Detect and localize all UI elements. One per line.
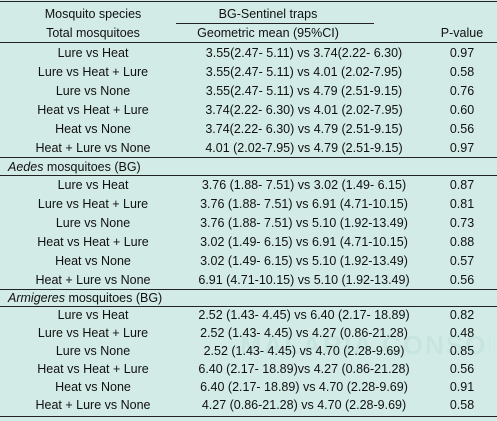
comparison-cell: Lure vs Heat: [57, 308, 129, 322]
section-title-suffix: mosquitoes (BG): [43, 160, 141, 174]
geometric-mean-cell: 3.02 (1.49- 6.15) vs 6.91 (4.71-10.15): [200, 235, 408, 249]
geometric-mean-cell: 3.76 (1.88- 7.51) vs 3.02 (1.49- 6.15): [201, 178, 407, 192]
comparison-cell: Heat vs Heat + Lure: [37, 103, 149, 117]
pvalue-cell: 0.88: [449, 235, 475, 249]
pvalue-cell: 0.97: [449, 46, 475, 60]
comparison-cell: Heat vs None: [55, 254, 131, 268]
pvalue-cell: 0.91: [449, 380, 475, 394]
comparison-cell: Heat vs None: [55, 380, 131, 394]
top-rule: [0, 1, 497, 2]
comparison-cell: Heat vs None: [55, 122, 131, 136]
header-total: Total mosquitoes: [46, 26, 140, 40]
header-bottom-rule: [0, 42, 497, 43]
comparison-cell: Lure vs Heat: [57, 178, 129, 192]
geometric-mean-cell: 3.74(2.22- 6.30) vs 4.01 (2.02-7.95): [205, 103, 403, 117]
pvalue-cell: 0.60: [449, 103, 475, 117]
section-title-suffix: mosquitoes (BG): [64, 291, 163, 305]
comparison-cell: Lure vs Heat + Lure: [37, 197, 149, 211]
header-pvalue: P-value: [440, 26, 484, 40]
comparison-cell: Heat + Lure vs None: [35, 141, 151, 155]
header-geometric-mean: Geometric mean (95%CI): [197, 26, 339, 40]
comparison-cell: Heat vs Heat + Lure: [37, 235, 149, 249]
section-rule: [0, 306, 497, 307]
comparison-cell: Lure vs None: [55, 216, 131, 230]
geometric-mean-cell: 3.02 (1.49- 6.15) vs 5.10 (1.92-13.49): [200, 254, 408, 268]
section-title: Armigeres mosquitoes (BG): [8, 290, 162, 306]
comparison-cell: Heat vs Heat + Lure: [37, 362, 149, 376]
geometric-mean-cell: 6.40 (2.17- 18.89) vs 4.70 (2.28-9.69): [200, 380, 408, 394]
comparison-cell: Lure vs Heat: [57, 46, 129, 60]
comparison-cell: Lure vs Heat + Lure: [37, 65, 149, 79]
geometric-mean-cell: 4.01 (2.02-7.95) vs 4.79 (2.51-9.15): [205, 141, 403, 155]
section-rule: [0, 289, 497, 290]
header-species: Mosquito species: [44, 7, 142, 21]
pvalue-cell: 0.73: [449, 216, 475, 230]
pvalue-cell: 0.76: [449, 84, 475, 98]
geometric-mean-cell: 6.40 (2.17- 18.89)vs 4.27 (0.86-21.28): [198, 362, 410, 376]
header-trap-type: BG-Sentinel traps: [218, 7, 318, 21]
pvalue-cell: 0.57: [449, 254, 475, 268]
pvalue-cell: 0.81: [449, 197, 475, 211]
geometric-mean-cell: 3.55(2.47- 5.11) vs 3.74(2.22- 6.30): [205, 46, 403, 60]
pvalue-cell: 0.97: [449, 141, 475, 155]
pvalue-cell: 0.58: [449, 65, 475, 79]
geometric-mean-cell: 3.55(2.47- 5.11) vs 4.01 (2.02-7.95): [205, 65, 403, 79]
species-name: Armigeres: [8, 291, 65, 305]
section-title: Aedes mosquitoes (BG): [8, 159, 141, 175]
comparison-cell: Lure vs None: [55, 344, 131, 358]
geometric-mean-cell: 3.55(2.47- 5.11) vs 4.79 (2.51-9.15): [205, 84, 403, 98]
pvalue-cell: 0.82: [449, 308, 475, 322]
geometric-mean-cell: 3.76 (1.88- 7.51) vs 6.91 (4.71-10.15): [200, 197, 408, 211]
comparison-cell: Lure vs Heat + Lure: [37, 326, 149, 340]
geometric-mean-cell: 6.91 (4.71-10.15) vs 5.10 (1.92-13.49): [198, 273, 410, 287]
bottom-rule: [0, 416, 497, 417]
pvalue-cell: 0.56: [449, 122, 475, 136]
geometric-mean-cell: 4.27 (0.86-21.28) vs 4.70 (2.28-9.69): [201, 398, 407, 412]
geometric-mean-cell: 2.52 (1.43- 4.45) vs 4.27 (0.86-21.28): [200, 326, 408, 340]
pvalue-cell: 0.58: [449, 398, 475, 412]
comparison-cell: Lure vs None: [55, 84, 131, 98]
comparison-cell: Heat + Lure vs None: [35, 398, 151, 412]
pvalue-cell: 0.56: [449, 362, 475, 376]
section-rule: [0, 157, 497, 158]
pvalue-cell: 0.56: [449, 273, 475, 287]
section-rule: [0, 175, 497, 176]
geometric-mean-cell: 2.52 (1.43- 4.45) vs 6.40 (2.17- 18.89): [198, 308, 410, 322]
pvalue-cell: 0.87: [449, 178, 475, 192]
pvalue-cell: 0.85: [449, 344, 475, 358]
header-subrule: [176, 23, 374, 24]
geometric-mean-cell: 3.74(2.22- 6.30) vs 4.79 (2.51-9.15): [205, 122, 403, 136]
geometric-mean-cell: 2.52 (1.43- 4.45) vs 4.70 (2.28-9.69): [203, 344, 405, 358]
geometric-mean-cell: 3.76 (1.88- 7.51) vs 5.10 (1.92-13.49): [200, 216, 408, 230]
comparison-cell: Heat + Lure vs None: [35, 273, 151, 287]
pvalue-cell: 0.48: [449, 326, 475, 340]
species-name: Aedes: [8, 160, 44, 174]
